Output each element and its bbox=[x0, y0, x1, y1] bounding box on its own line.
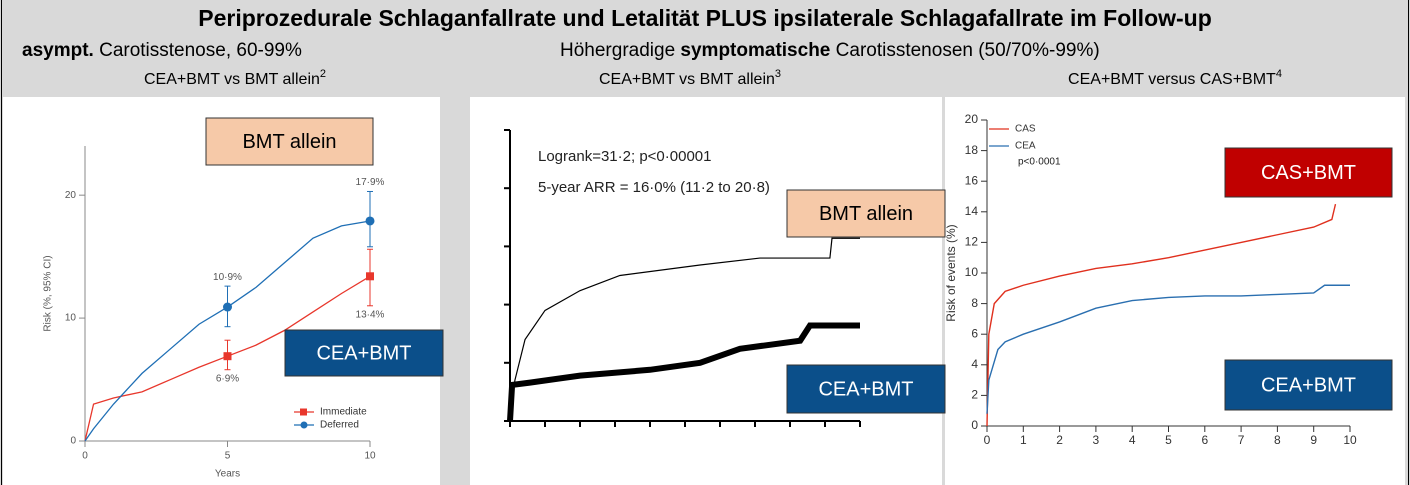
chart-title: CEA+BMT vs BMT allein3 bbox=[599, 68, 781, 88]
point-label: 10·9% bbox=[213, 272, 242, 283]
chart-title: CEA+BMT vs BMT allein2 bbox=[144, 68, 326, 88]
y-tick-label: 16 bbox=[965, 173, 979, 187]
x-tick-label: 9 bbox=[1310, 433, 1317, 447]
label-box-text: CAS+BMT bbox=[1261, 162, 1356, 184]
label-box bbox=[1224, 359, 1393, 411]
chart-title: CEA+BMT versus CAS+BMT4 bbox=[1068, 68, 1282, 88]
point-marker bbox=[366, 272, 374, 281]
subtitle: asympt. Carotisstenose, 60-99% bbox=[22, 40, 302, 61]
x-tick-label: 3 bbox=[1093, 433, 1100, 447]
legend-label: Deferred bbox=[320, 420, 359, 431]
y-tick-label: 0 bbox=[70, 436, 76, 447]
y-tick-label: 10 bbox=[65, 313, 77, 324]
label-box-text: BMT allein bbox=[819, 203, 913, 225]
point-label: 6·9% bbox=[216, 373, 239, 384]
label-box bbox=[786, 364, 946, 414]
legend-marker bbox=[300, 408, 307, 416]
label-box bbox=[786, 189, 946, 238]
point-label: 13·4% bbox=[356, 309, 385, 320]
chart-title-text: CEA+BMT vs BMT allein bbox=[144, 71, 320, 88]
point-label: 17·9% bbox=[356, 177, 385, 188]
x-tick-label: 5 bbox=[225, 451, 231, 462]
subtitle: Höhergradige symptomatische Carotissteno… bbox=[560, 40, 1100, 61]
x-tick-label: 1 bbox=[1020, 433, 1027, 447]
subtitle-part: Carotisstenosen (50/70%-99%) bbox=[830, 40, 1099, 61]
chart-title-ref: 2 bbox=[320, 68, 326, 80]
label-box bbox=[1224, 147, 1393, 198]
x-axis-label: Years bbox=[215, 469, 240, 480]
y-tick-label: 4 bbox=[971, 357, 978, 371]
chart-title-ref: 3 bbox=[775, 68, 781, 80]
y-axis-label: Risk of events (%) bbox=[944, 224, 958, 321]
x-tick-label: 0 bbox=[984, 433, 991, 447]
x-tick-label: 4 bbox=[1129, 433, 1136, 447]
chart-title-text: CEA+BMT versus CAS+BMT bbox=[1068, 71, 1276, 88]
y-axis-label: Risk (%, 95% CI) bbox=[43, 255, 54, 331]
series-line bbox=[986, 284, 1350, 414]
y-tick-label: 20 bbox=[965, 112, 979, 126]
series-line bbox=[507, 322, 860, 422]
y-tick-label: 18 bbox=[965, 143, 979, 157]
x-tick-label: 2 bbox=[1056, 433, 1063, 447]
label-box-text: CEA+BMT bbox=[316, 342, 411, 364]
point-marker bbox=[365, 216, 375, 226]
y-tick-label: 0 bbox=[971, 418, 978, 432]
chart-title-text: CEA+BMT vs BMT allein bbox=[599, 71, 775, 88]
point-marker bbox=[223, 302, 232, 312]
label-box-text: BMT allein bbox=[242, 131, 336, 153]
label-box bbox=[205, 117, 374, 166]
legend-label: CEA bbox=[1015, 141, 1036, 152]
series-line bbox=[84, 220, 371, 442]
subtitle-part: asympt. bbox=[22, 40, 94, 61]
label-box-text: CEA+BMT bbox=[818, 378, 913, 400]
x-tick-label: 6 bbox=[1201, 433, 1208, 447]
subtitle-part: symptomatische bbox=[680, 40, 830, 61]
annotation: Logrank=31·2; p<0·00001 bbox=[538, 148, 711, 165]
chart-title-ref: 4 bbox=[1276, 68, 1282, 80]
series-line bbox=[986, 203, 1337, 427]
x-tick-label: 0 bbox=[82, 451, 88, 462]
y-tick-label: 6 bbox=[971, 326, 978, 340]
series-line bbox=[84, 275, 371, 442]
annotation: 5-year ARR = 16·0% (11·2 to 20·8) bbox=[538, 179, 770, 196]
label-box bbox=[284, 329, 444, 377]
annotation: p<0·0001 bbox=[1018, 157, 1061, 168]
legend-label: Immediate bbox=[320, 407, 367, 418]
y-tick-label: 8 bbox=[971, 296, 978, 310]
y-tick-label: 10 bbox=[965, 265, 979, 279]
y-tick-label: 12 bbox=[965, 235, 979, 249]
slide-title: Periprozedurale Schlaganfallrate und Let… bbox=[198, 5, 1212, 31]
x-tick-label: 5 bbox=[1165, 433, 1172, 447]
x-tick-label: 8 bbox=[1274, 433, 1281, 447]
x-tick-label: 10 bbox=[364, 451, 376, 462]
legend-marker bbox=[300, 421, 308, 429]
x-tick-label: 10 bbox=[1343, 433, 1357, 447]
point-marker bbox=[223, 352, 232, 361]
subtitle-part: Carotisstenose, 60-99% bbox=[94, 40, 302, 61]
y-tick-label: 14 bbox=[965, 204, 979, 218]
subtitle-part: Höhergradige bbox=[560, 40, 680, 61]
label-box-text: CEA+BMT bbox=[1261, 374, 1356, 396]
legend-label: CAS bbox=[1015, 124, 1036, 135]
y-tick-label: 20 bbox=[65, 190, 77, 201]
y-tick-label: 2 bbox=[971, 388, 978, 402]
series-line bbox=[509, 237, 860, 422]
x-tick-label: 7 bbox=[1238, 433, 1245, 447]
